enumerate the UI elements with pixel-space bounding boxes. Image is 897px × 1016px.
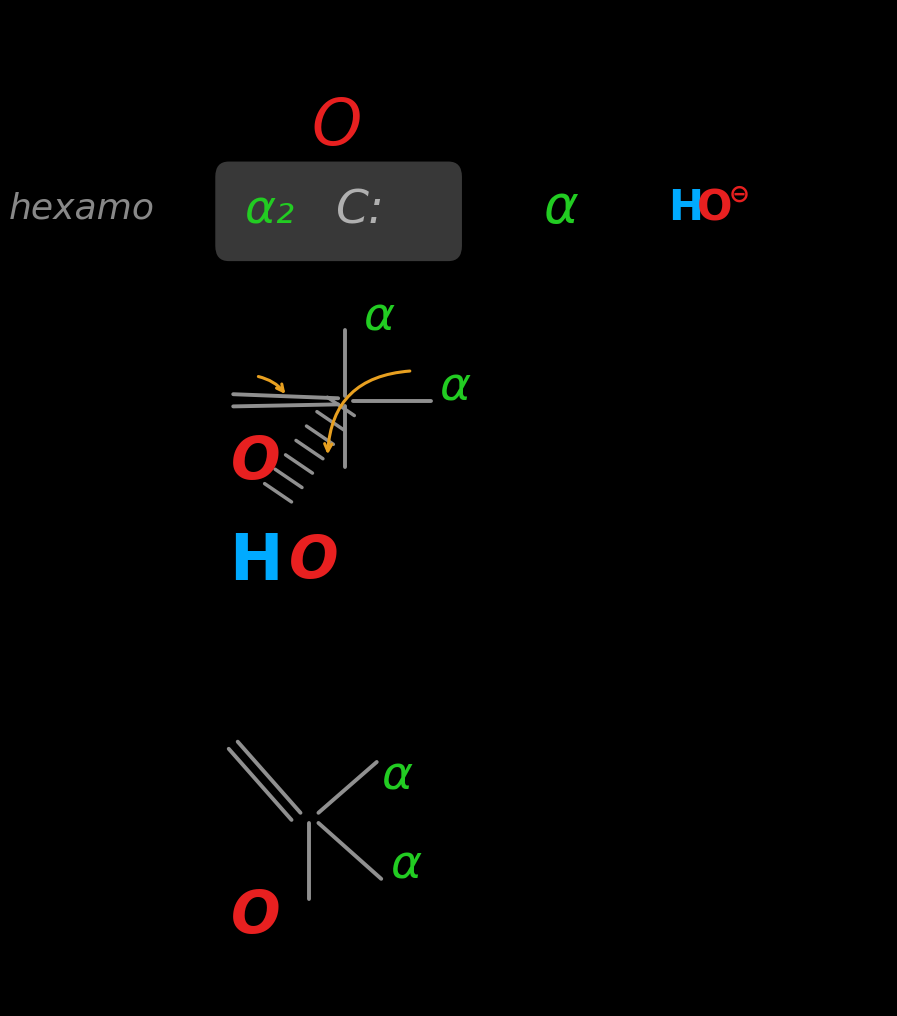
Text: O: O <box>231 434 281 491</box>
Text: α: α <box>363 296 395 340</box>
FancyBboxPatch shape <box>215 162 462 261</box>
Text: α: α <box>440 366 471 410</box>
Text: hexamo: hexamo <box>9 191 155 226</box>
Text: O: O <box>231 888 281 945</box>
Text: α: α <box>544 182 578 235</box>
Text: α₂: α₂ <box>245 189 295 234</box>
Text: H: H <box>668 187 703 230</box>
Text: C:: C: <box>335 189 383 234</box>
Text: O: O <box>289 533 339 590</box>
Text: H: H <box>229 530 283 593</box>
Text: α: α <box>381 755 413 800</box>
Text: ⊖: ⊖ <box>728 183 749 207</box>
Text: O: O <box>311 96 361 158</box>
Text: α: α <box>390 843 422 888</box>
Text: O: O <box>697 187 733 230</box>
